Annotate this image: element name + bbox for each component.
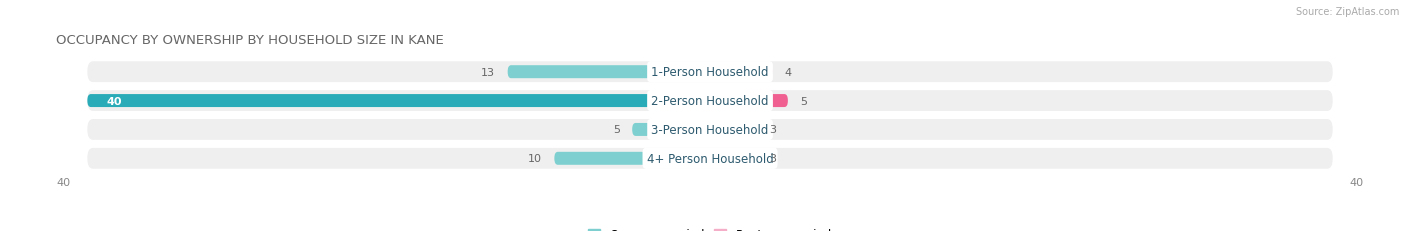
Text: Source: ZipAtlas.com: Source: ZipAtlas.com <box>1295 7 1399 17</box>
Text: 2-Person Household: 2-Person Household <box>651 95 769 108</box>
FancyBboxPatch shape <box>554 152 710 165</box>
Text: 40: 40 <box>105 96 121 106</box>
FancyBboxPatch shape <box>87 91 1333 112</box>
Text: 3: 3 <box>769 125 776 135</box>
Text: OCCUPANCY BY OWNERSHIP BY HOUSEHOLD SIZE IN KANE: OCCUPANCY BY OWNERSHIP BY HOUSEHOLD SIZE… <box>56 33 444 46</box>
FancyBboxPatch shape <box>87 95 710 108</box>
Text: 5: 5 <box>800 96 807 106</box>
FancyBboxPatch shape <box>87 148 1333 169</box>
Text: 4+ Person Household: 4+ Person Household <box>647 152 773 165</box>
Text: 4: 4 <box>785 67 792 77</box>
Text: 1-Person Household: 1-Person Household <box>651 66 769 79</box>
FancyBboxPatch shape <box>710 152 756 165</box>
Text: 3-Person Household: 3-Person Household <box>651 123 769 136</box>
FancyBboxPatch shape <box>710 95 787 108</box>
Text: 40: 40 <box>56 177 70 187</box>
Text: 40: 40 <box>1350 177 1364 187</box>
FancyBboxPatch shape <box>710 123 756 136</box>
FancyBboxPatch shape <box>633 123 710 136</box>
Text: 13: 13 <box>481 67 495 77</box>
Text: 10: 10 <box>527 154 541 164</box>
Text: 5: 5 <box>613 125 620 135</box>
Legend: Owner-occupied, Renter-occupied: Owner-occupied, Renter-occupied <box>583 223 837 231</box>
FancyBboxPatch shape <box>508 66 710 79</box>
FancyBboxPatch shape <box>87 119 1333 140</box>
FancyBboxPatch shape <box>710 66 772 79</box>
FancyBboxPatch shape <box>87 62 1333 83</box>
Text: 3: 3 <box>769 154 776 164</box>
